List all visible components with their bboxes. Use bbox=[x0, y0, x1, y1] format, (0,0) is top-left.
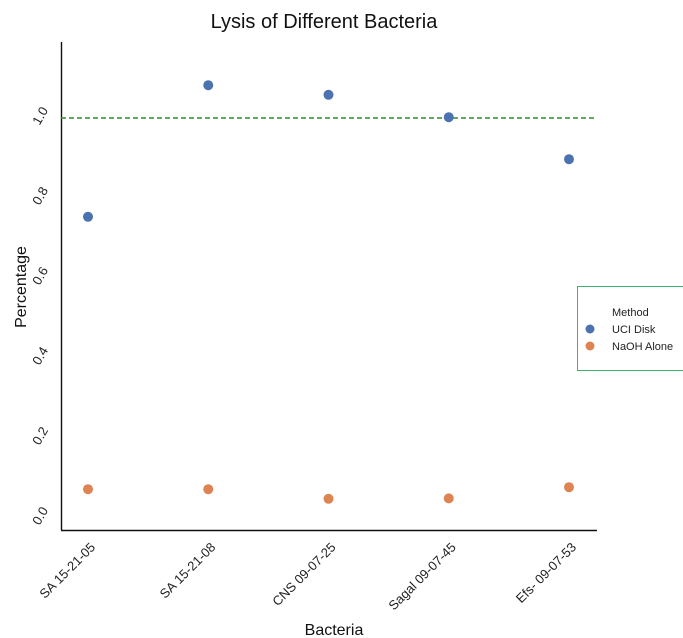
x-tick-label: SA 15-21-05 bbox=[36, 540, 98, 602]
data-point-uci-disk bbox=[564, 154, 574, 165]
y-axis-label: Percentage bbox=[13, 246, 30, 328]
data-point-naoh-alone bbox=[443, 493, 454, 504]
legend-label-uci-disk: UCI Disk bbox=[612, 324, 656, 336]
x-tick-label: Efs- 09-07-53 bbox=[513, 540, 579, 606]
data-point-naoh-alone bbox=[83, 484, 93, 495]
data-points bbox=[83, 80, 574, 504]
y-tick-label: 0.4 bbox=[29, 344, 51, 367]
x-tick-label: CNS 09-07-25 bbox=[269, 540, 338, 609]
y-tick-label: 0.8 bbox=[29, 184, 51, 207]
x-tick-labels: SA 15-21-05 SA 15-21-08 CNS 09-07-25 Sagal … bbox=[36, 540, 579, 613]
y-tick-label: 1.0 bbox=[29, 104, 51, 127]
legend-marker-naoh-alone bbox=[585, 341, 595, 351]
chart-title: Lysis of Different Bacteria bbox=[211, 11, 439, 33]
legend-marker-uci-disk bbox=[585, 324, 595, 334]
y-tick-labels: 0.0 0.2 0.4 0.6 0.8 1.0 bbox=[29, 104, 51, 527]
y-tick-label: 0.6 bbox=[29, 264, 51, 287]
y-tick-label: 0.0 bbox=[29, 504, 51, 527]
data-point-naoh-alone bbox=[203, 484, 214, 495]
x-axis-label: Bacteria bbox=[305, 622, 364, 638]
data-point-naoh-alone bbox=[323, 493, 334, 504]
legend-box bbox=[577, 286, 683, 371]
data-point-uci-disk bbox=[203, 80, 214, 91]
legend: Method UCI Disk NaOH Alone bbox=[577, 286, 683, 371]
legend-title: Method bbox=[612, 307, 649, 319]
y-tick-label: 0.2 bbox=[29, 424, 51, 447]
data-point-uci-disk bbox=[443, 112, 454, 123]
data-point-uci-disk bbox=[83, 211, 93, 222]
x-tick-label: Sagal 09-07-45 bbox=[385, 540, 458, 613]
data-point-naoh-alone bbox=[564, 482, 574, 493]
x-tick-label: SA 15-21-08 bbox=[157, 540, 219, 602]
legend-label-naoh-alone: NaOH Alone bbox=[612, 341, 673, 353]
data-point-uci-disk bbox=[323, 89, 334, 100]
